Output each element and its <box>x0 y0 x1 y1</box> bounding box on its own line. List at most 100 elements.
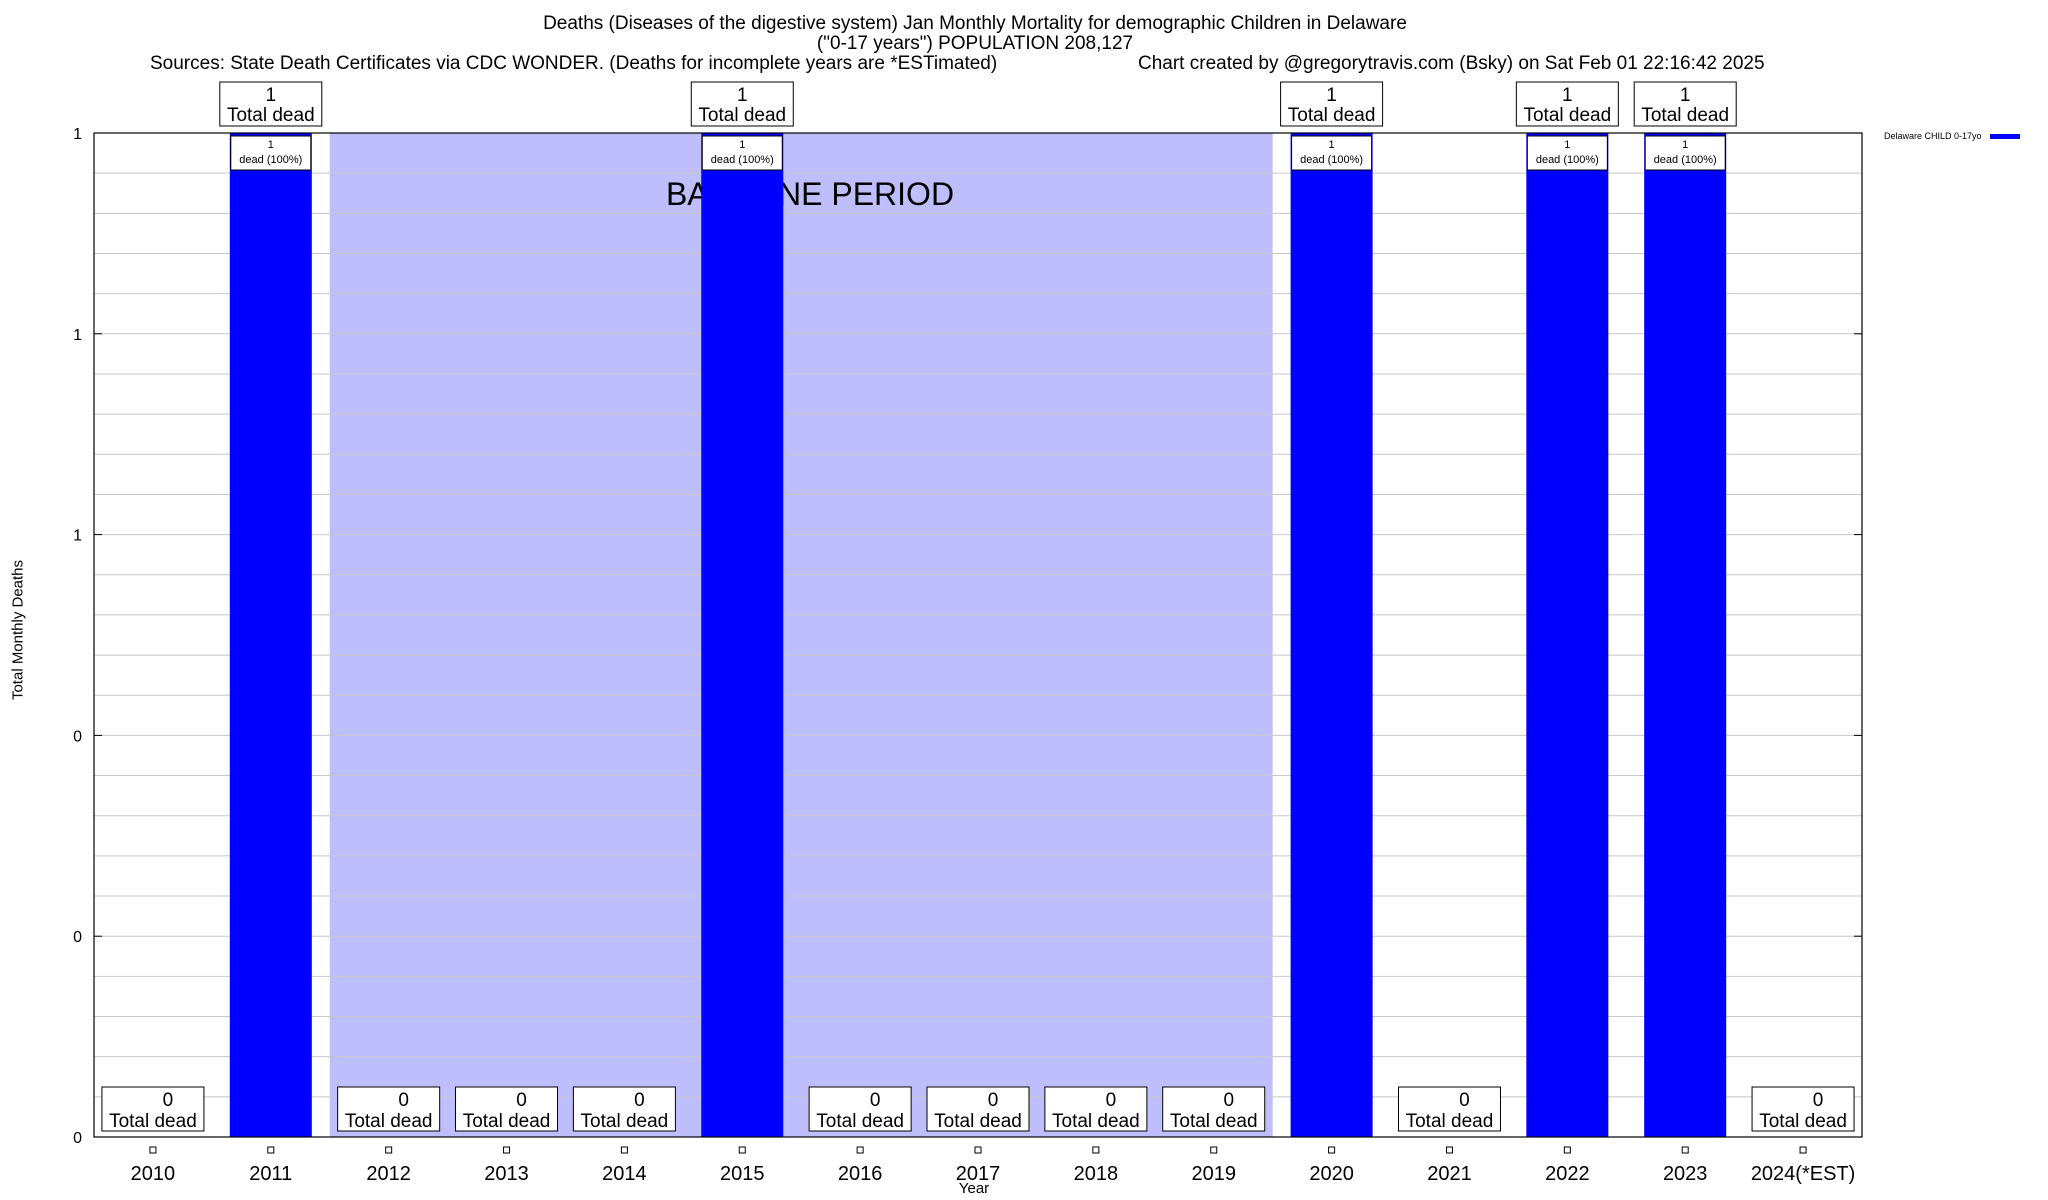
total-value: 0 <box>163 1090 174 1111</box>
total-label: Total dead <box>1288 105 1376 126</box>
x-tick-label: 2010 <box>131 1163 176 1185</box>
legend-label: Delaware CHILD 0-17yo <box>1884 131 1982 141</box>
x-tick-marker <box>1210 1146 1218 1154</box>
x-tick-label: 2023 <box>1663 1163 1708 1185</box>
x-tick-label: 2022 <box>1545 1163 1590 1185</box>
bar-inner-label-box <box>701 135 783 171</box>
total-value: 1 <box>266 85 277 106</box>
x-tick-label: 2015 <box>720 1163 765 1185</box>
total-value: 0 <box>1459 1090 1470 1111</box>
total-label: Total dead <box>1759 1111 1847 1132</box>
x-tick-label: 2013 <box>484 1163 529 1185</box>
x-tick-marker <box>503 1146 511 1154</box>
total-value: 0 <box>988 1090 999 1111</box>
y-tick-label: 0 <box>73 929 82 946</box>
legend-swatch <box>1989 133 2020 139</box>
total-value: 0 <box>1813 1090 1824 1111</box>
sources-note: Sources: State Death Certificates via CD… <box>150 53 998 74</box>
x-tick-marker <box>1092 1146 1100 1154</box>
total-value: 0 <box>398 1090 409 1111</box>
total-label: Total dead <box>1641 105 1729 126</box>
total-value: 1 <box>737 85 748 106</box>
total-label-box <box>808 1086 912 1132</box>
y-tick-label: 0 <box>73 1130 82 1147</box>
total-label: Total dead <box>1052 1111 1140 1132</box>
bar <box>1526 133 1609 1137</box>
baseline-period-shading <box>329 133 1273 1137</box>
chart-credit: Chart created by @gregorytravis.com (Bsk… <box>1138 53 1765 74</box>
bar-inner-label-box <box>1291 135 1373 171</box>
y-tick-label: 1 <box>73 528 82 545</box>
total-label-box <box>1397 1086 1501 1132</box>
x-tick-marker <box>1799 1146 1807 1154</box>
total-label: Total dead <box>698 105 786 126</box>
y-tick-label: 1 <box>73 327 82 344</box>
total-label-box <box>337 1086 441 1132</box>
bar-inner-label-box <box>1644 135 1726 171</box>
bar-inner-label-box <box>230 135 312 171</box>
x-tick-label: 2018 <box>1074 1163 1119 1185</box>
legend: Delaware CHILD 0-17yo <box>1884 131 2020 141</box>
x-tick-marker <box>1445 1146 1453 1154</box>
bar-inner-label: dead (100%) <box>1654 154 1717 166</box>
bar-inner-value: 1 <box>1564 139 1570 151</box>
total-value: 0 <box>870 1090 881 1111</box>
x-tick-label: 2012 <box>366 1163 411 1185</box>
total-label-box <box>1044 1086 1148 1132</box>
total-label-box <box>690 81 794 127</box>
total-value: 0 <box>634 1090 645 1111</box>
y-tick-label: 1 <box>73 126 82 143</box>
x-tick-marker <box>620 1146 628 1154</box>
bar-inner-label: dead (100%) <box>239 154 302 166</box>
total-label: Total dead <box>934 1111 1022 1132</box>
total-label: Total dead <box>109 1111 197 1132</box>
bar-inner-value: 1 <box>1329 139 1335 151</box>
x-tick-marker <box>1328 1146 1336 1154</box>
x-tick-label: 2024(*EST) <box>1751 1163 1856 1185</box>
total-label-box <box>926 1086 1030 1132</box>
bar <box>229 133 312 1137</box>
x-tick-label: 2019 <box>1191 1163 1236 1185</box>
total-label-box <box>1515 81 1619 127</box>
total-label-box <box>219 81 323 127</box>
total-label: Total dead <box>581 1111 669 1132</box>
total-label: Total dead <box>463 1111 551 1132</box>
total-value: 0 <box>516 1090 527 1111</box>
total-value: 0 <box>1106 1090 1117 1111</box>
x-tick-label: 2014 <box>602 1163 647 1185</box>
x-tick-marker <box>974 1146 982 1154</box>
total-label-box <box>1633 81 1737 127</box>
total-label: Total dead <box>816 1111 904 1132</box>
x-tick-marker <box>1563 1146 1571 1154</box>
x-tick-marker <box>385 1146 393 1154</box>
total-value: 0 <box>1223 1090 1234 1111</box>
bar-inner-value: 1 <box>739 139 745 151</box>
y-tick-label: 0 <box>73 728 82 745</box>
x-tick-label: 2011 <box>249 1163 292 1185</box>
total-label: Total dead <box>1170 1111 1258 1132</box>
total-label-box <box>1162 1086 1266 1132</box>
total-label-box <box>101 1086 205 1132</box>
bar <box>701 133 784 1137</box>
total-label: Total dead <box>1406 1111 1494 1132</box>
chart-title-line-2: ("0-17 years") POPULATION 208,127 <box>816 33 1134 54</box>
x-tick-marker <box>149 1146 157 1154</box>
bar <box>1644 133 1727 1137</box>
total-label-box <box>455 1086 559 1132</box>
total-label: Total dead <box>227 105 315 126</box>
bar-inner-label: dead (100%) <box>1300 154 1363 166</box>
bar-inner-label-box <box>1526 135 1608 171</box>
x-tick-marker <box>1681 1146 1689 1154</box>
bar-inner-label: dead (100%) <box>711 154 774 166</box>
bar-inner-value: 1 <box>268 139 274 151</box>
total-label: Total dead <box>345 1111 433 1132</box>
plot-frame <box>93 132 1863 1138</box>
x-tick-label: 2020 <box>1309 1163 1354 1185</box>
total-label-box <box>572 1086 676 1132</box>
x-tick-marker <box>856 1146 864 1154</box>
total-value: 1 <box>1680 85 1691 106</box>
x-tick-marker <box>267 1146 275 1154</box>
x-axis-label: Year <box>958 1180 990 1197</box>
total-value: 1 <box>1326 85 1337 106</box>
